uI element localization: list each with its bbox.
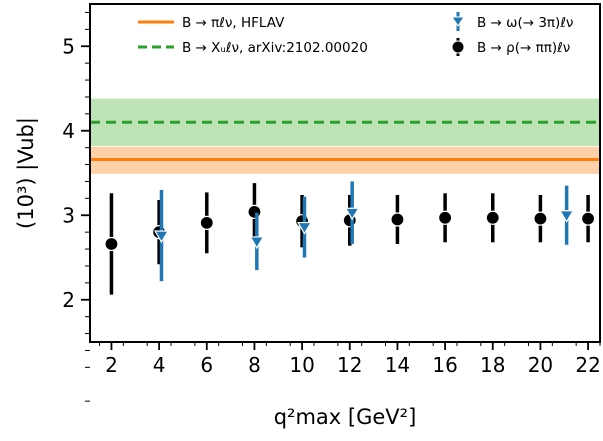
marker-circle <box>247 204 262 219</box>
marker-circle <box>390 212 405 227</box>
point-1-1 <box>249 212 265 271</box>
reference-lines <box>90 120 600 161</box>
legend-label-inclusive: B → Xᵤℓν, arXiv:2102.00020 <box>182 40 368 56</box>
legend-label-hflav: B → πℓν, HFLAV <box>182 15 285 31</box>
marker-triangle <box>249 236 265 250</box>
y-axis-label: (10³) |Vub| <box>14 117 39 229</box>
marker-circle <box>437 210 453 225</box>
legend-label-rho: B → ρ(→ ππ)ℓν <box>477 40 570 56</box>
plot-frame <box>89 3 601 343</box>
y-tick-label: 3 <box>62 203 75 227</box>
x-tick-label: 2 <box>105 353 118 377</box>
marker-circle <box>199 215 214 230</box>
marker-circle <box>104 236 119 252</box>
y-tick-label: 2 <box>62 288 75 312</box>
point-0-5 <box>342 194 357 246</box>
x-tick-label: 12 <box>337 353 362 377</box>
point-0-6 <box>390 194 405 244</box>
marker-triangle <box>344 207 360 221</box>
x-tick-label: 16 <box>432 353 457 377</box>
legend: B → πℓν, HFLAV B → Xᵤℓν, arXiv:2102.0002… <box>138 12 573 56</box>
x-tick-label: 10 <box>289 353 314 377</box>
x-tick-label: 14 <box>385 353 410 377</box>
point-0-4 <box>295 194 310 248</box>
point-0-3 <box>247 183 262 241</box>
point-1-2 <box>296 196 313 258</box>
point-0-10 <box>580 194 596 243</box>
point-0-9 <box>533 194 548 243</box>
marker-triangle <box>296 221 313 235</box>
y-tick-label: 5 <box>62 34 75 58</box>
marker-circle <box>485 210 500 225</box>
x-tick-label: 20 <box>528 353 553 377</box>
point-1-4 <box>559 185 575 245</box>
point-0-2 <box>199 192 214 254</box>
point-1-3 <box>344 181 360 244</box>
legend-marker-omega <box>451 12 465 31</box>
x-tick-label: 8 <box>248 353 261 377</box>
x-axis-label: q²max [GeV²] <box>274 405 417 429</box>
point-0-7 <box>437 193 453 243</box>
x-tick-label: 22 <box>575 353 600 377</box>
legend-label-omega: B → ω(→ 3π)ℓν <box>477 15 573 31</box>
data-points <box>104 181 596 295</box>
point-0-8 <box>485 193 500 243</box>
y-tick-label: 4 <box>62 119 75 143</box>
marker-triangle <box>559 210 575 223</box>
point-1-0 <box>153 189 170 282</box>
x-tick-label: 6 <box>200 353 213 377</box>
x-tick-label: 4 <box>153 353 166 377</box>
marker-circle <box>580 211 596 226</box>
x-tick-label: 18 <box>480 353 505 377</box>
marker-circle <box>533 211 548 226</box>
point-0-0 <box>104 193 119 295</box>
legend-marker-rho <box>451 38 465 56</box>
reference-bands <box>90 98 600 174</box>
marker-triangle <box>153 230 170 244</box>
